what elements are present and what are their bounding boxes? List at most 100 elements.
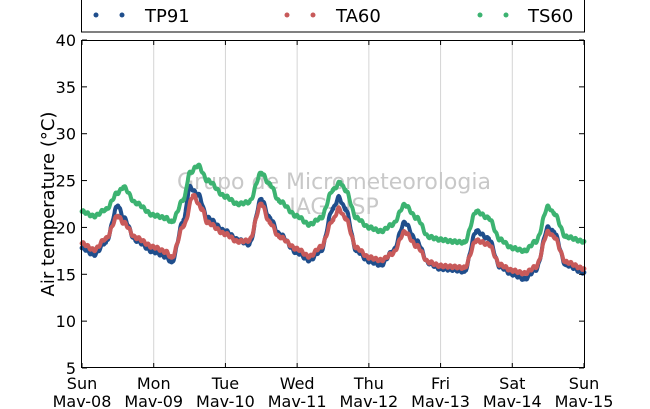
data-point — [474, 228, 479, 234]
legend-label: TS60 — [527, 6, 573, 27]
data-point — [318, 215, 324, 221]
legend-marker — [503, 12, 509, 18]
legend-label: TA60 — [335, 6, 381, 27]
data-point — [402, 229, 408, 235]
data-point — [551, 211, 557, 216]
y-tick-label: 30 — [56, 125, 76, 144]
data-point — [354, 245, 360, 251]
data-point — [545, 204, 551, 210]
series-ta60 — [79, 192, 587, 277]
x-tick-label-date: Mav-12 — [339, 392, 398, 409]
data-point — [181, 223, 187, 229]
data-point — [533, 239, 539, 244]
data-point — [276, 234, 282, 240]
x-tick-label-day: Thu — [353, 374, 384, 393]
data-point — [342, 206, 348, 212]
y-tick-label: 35 — [56, 78, 76, 97]
data-point — [267, 220, 273, 226]
x-tick-label-date: Mav-13 — [411, 392, 470, 409]
data-point — [545, 225, 551, 230]
data-point — [551, 234, 557, 240]
data-point — [522, 270, 527, 276]
data-point — [402, 202, 408, 208]
data-point — [337, 180, 343, 185]
data-point — [115, 203, 121, 209]
data-point — [121, 220, 126, 226]
data-point — [390, 222, 395, 228]
data-point — [163, 215, 169, 221]
data-point — [509, 245, 515, 251]
data-point — [246, 238, 252, 243]
x-axis: SunMav-08MonMav-09TueMav-10WedMav-11ThuM… — [53, 40, 613, 409]
data-point — [486, 241, 491, 247]
data-point — [545, 229, 551, 235]
y-axis-label: Air temperature (°C) — [38, 112, 59, 297]
x-tick-label-day: Mon — [137, 374, 171, 393]
data-point — [474, 238, 479, 243]
plot-frame — [81, 40, 585, 368]
data-point — [533, 264, 539, 270]
data-point — [497, 237, 503, 243]
data-point — [342, 215, 348, 221]
x-tick-label-date: Mav-09 — [124, 392, 183, 409]
data-point — [223, 231, 228, 237]
data-point — [342, 187, 348, 193]
data-point — [378, 257, 384, 263]
x-tick-label-day: Fri — [431, 374, 450, 393]
data-point — [205, 220, 210, 226]
data-point — [133, 200, 139, 206]
x-tick-label-day: Wed — [280, 374, 315, 393]
data-point — [426, 259, 431, 265]
data-point — [497, 262, 503, 268]
data-point — [294, 213, 300, 219]
y-tick-label: 15 — [56, 265, 76, 284]
legend-item-ta60: TA60 — [284, 6, 381, 27]
data-point — [438, 237, 443, 243]
data-point — [169, 259, 175, 265]
legend-marker — [310, 12, 316, 18]
x-tick-label-date: Mav-08 — [53, 392, 112, 409]
data-point — [223, 194, 228, 199]
data-point — [330, 217, 336, 223]
legend-label: TP91 — [144, 6, 190, 27]
x-tick-label-date: Mav-10 — [196, 392, 255, 409]
data-point — [486, 236, 491, 242]
data-point — [195, 163, 201, 169]
legend-marker — [477, 12, 483, 18]
data-point — [522, 276, 527, 282]
x-tick-label-day: Sun — [67, 374, 97, 393]
data-point — [336, 195, 342, 200]
data-point — [509, 268, 515, 273]
data-point — [91, 252, 97, 257]
data-point — [378, 262, 384, 268]
data-point — [461, 265, 467, 271]
x-tick-label-day: Sat — [499, 374, 525, 393]
data-point — [366, 255, 372, 260]
data-point — [258, 170, 264, 176]
data-point — [187, 170, 193, 176]
legend-item-tp91: TP91 — [93, 6, 190, 27]
series-ts60 — [79, 162, 587, 254]
legend-marker — [119, 12, 125, 18]
data-point — [330, 206, 336, 212]
data-point — [390, 251, 395, 257]
data-point — [450, 264, 456, 270]
data-point — [258, 196, 264, 202]
data-point — [414, 215, 420, 221]
data-point — [169, 255, 175, 260]
data-point — [121, 184, 126, 190]
data-point — [450, 239, 456, 244]
data-point — [190, 193, 196, 199]
data-point — [330, 187, 336, 193]
x-tick-label-day: Tue — [211, 374, 239, 393]
data-point — [103, 207, 109, 213]
legend-marker — [284, 12, 290, 18]
data-point — [414, 243, 420, 249]
data-point — [163, 249, 169, 255]
data-point — [115, 213, 121, 219]
data-point — [426, 234, 431, 240]
data-point — [258, 201, 264, 207]
data-point — [103, 236, 109, 242]
data-point — [318, 244, 324, 250]
data-point — [354, 215, 360, 221]
